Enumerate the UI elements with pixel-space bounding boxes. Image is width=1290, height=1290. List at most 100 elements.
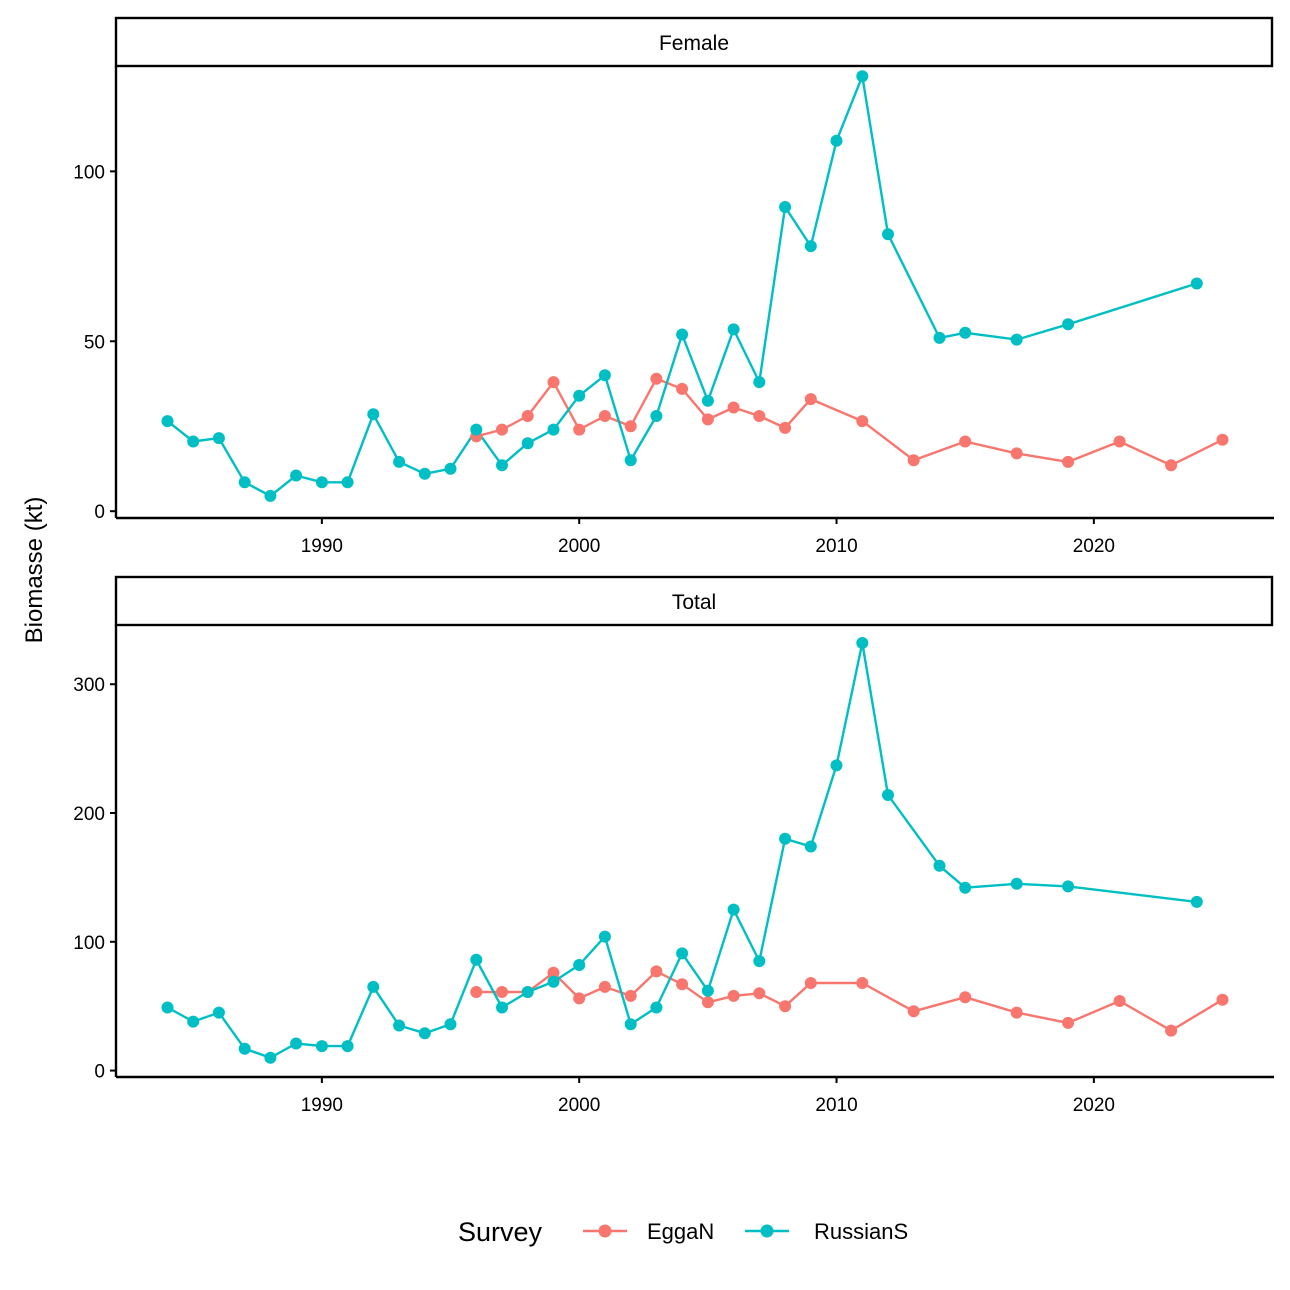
panel-female-russians-line [166, 74, 1198, 498]
panel-female-eggan-point [624, 420, 637, 433]
panel-total-russians-point [470, 953, 483, 966]
panel-female-x-tick-label: 2020 [1073, 536, 1115, 557]
panel-total-russians-point [418, 1027, 431, 1040]
panel-female-russians-point [290, 469, 303, 482]
panel-total-eggan-point [1216, 993, 1229, 1006]
panel-total-russians-point [959, 881, 972, 894]
panel-female-eggan-point [1165, 459, 1178, 472]
panel-total-x-tick-label: 1990 [301, 1095, 343, 1116]
panel-total-eggan-point [727, 989, 740, 1002]
panel-female-russians-point [1062, 318, 1075, 331]
panel-total-y-tick-label: 200 [73, 804, 105, 825]
panel-female-russians-point [238, 476, 251, 489]
panel-female-russians-point [573, 389, 586, 402]
panel-female-eggan-point [521, 410, 534, 422]
panel-female-x-tick-label: 1990 [301, 536, 343, 557]
panel-total-x-tick-label: 2020 [1073, 1095, 1115, 1116]
panel-female-russians-point [856, 70, 869, 83]
panel-total-eggan-point [624, 989, 637, 1002]
panel-female-eggan-point [701, 413, 714, 426]
panel-total-marks [161, 637, 1229, 1064]
panel-total-eggan-point [804, 977, 817, 989]
panel-total-russians-line [166, 641, 1197, 1059]
panel-female-eggan-point [1113, 435, 1126, 448]
panel-total-russians-point [830, 759, 843, 772]
panel-total-eggan-point [547, 966, 560, 979]
panel-total-russians-point [701, 984, 714, 997]
panel-total-russians-point [727, 903, 740, 916]
panel-female-russians-point [161, 415, 174, 428]
panel-female-eggan-point [779, 421, 792, 434]
panel-total-russians-point [547, 975, 560, 988]
panel-female-russians-point [418, 467, 431, 480]
panel-total-eggan-point [779, 1000, 792, 1013]
panel-total-y-tick-label: 100 [73, 933, 105, 954]
panel-total-russians-point [1190, 895, 1203, 908]
panel-female-russians-point [650, 410, 663, 422]
panel-total-eggan-point [650, 965, 663, 978]
panel-total-eggan-point [701, 996, 714, 1009]
panel-female-eggan-point [650, 372, 663, 385]
panel-female-eggan-point [907, 454, 920, 467]
panel-total-russians-point [212, 1006, 225, 1019]
panel-total-russians-point [521, 986, 534, 998]
panel-female-eggan-point [1062, 455, 1075, 468]
panel-female-russians-point [341, 476, 354, 489]
panel-female-eggan-point [547, 376, 560, 389]
panel-total-eggan-point [496, 986, 508, 998]
panel-female-russians-point [212, 432, 225, 445]
panel-female-ticks: 0 50 100 1990 2000 2010 2020 [73, 162, 1115, 557]
panel-female-russians-point [444, 462, 457, 475]
panel-total-eggan-point [676, 978, 689, 991]
panel-female-russians-point [676, 328, 689, 341]
panel-total-russians-point [753, 955, 766, 968]
panel-female-eggan-point [856, 415, 869, 428]
panel-female-eggan-point [1216, 433, 1229, 446]
panel-female-eggan-point [676, 382, 689, 395]
panel-total-eggan-point [1062, 1016, 1075, 1029]
panel-female-russians-point [779, 201, 792, 213]
panel-total-russians-point [444, 1018, 457, 1031]
panel-total-russians-point [1062, 880, 1075, 893]
panel-total-russians-point [933, 859, 946, 872]
panel-female-russians-point [470, 423, 483, 436]
panel-total-eggan-point [1113, 995, 1126, 1007]
panel-female-russians-point [187, 435, 200, 448]
panel-total-eggan-point [598, 980, 611, 993]
legend-title: Survey [458, 1217, 543, 1247]
panel-female-russians-point [496, 459, 508, 472]
panel-female-russians-point [933, 331, 946, 344]
panel-total-russians-point [290, 1037, 303, 1050]
panel-female-russians-point [547, 423, 560, 436]
panel-total-eggan-point [959, 991, 972, 1004]
panel-total: Total 0 100 200 300 1990 2000 2010 2020 [73, 575, 1274, 1116]
legend-entry-eggan: EggaN [583, 1219, 714, 1244]
legend-label-eggan: EggaN [647, 1219, 714, 1244]
strip-female [114, 16, 1274, 68]
panel-total-x-tick-label: 2000 [558, 1095, 600, 1116]
panel-female-russians-point [753, 376, 766, 389]
panel-total-russians-point [393, 1019, 406, 1032]
panel-total-eggan-point [470, 986, 483, 998]
panel-total-russians-point [367, 980, 380, 993]
panel-total-eggan-point [1165, 1024, 1178, 1037]
panel-female-russians-point [315, 476, 328, 489]
panel-total-russians-point [676, 947, 689, 960]
panel-female-x-tick-label: 2000 [558, 536, 600, 557]
panel-total-russians-point [779, 832, 792, 845]
legend: Survey EggaN RussianS [458, 1217, 908, 1247]
panel-total-eggan-line [476, 970, 1224, 1032]
panel-female-russians-point [830, 134, 843, 147]
panel-total-russians-point [341, 1040, 354, 1053]
legend-key-eggan-point [598, 1224, 612, 1238]
panel-female-russians-point [521, 437, 534, 450]
panel-female-y-tick-label: 100 [73, 162, 105, 183]
strip-female-label: Female [659, 32, 729, 55]
panel-female-marks [161, 70, 1229, 502]
panel-female-russians-point [882, 228, 894, 241]
panel-total-eggan-point [573, 992, 586, 1005]
panel-female-russians-point [393, 455, 406, 468]
strip-total [114, 575, 1274, 627]
panel-female-eggan-point [496, 423, 508, 436]
panel-total-russians-point [238, 1042, 251, 1055]
